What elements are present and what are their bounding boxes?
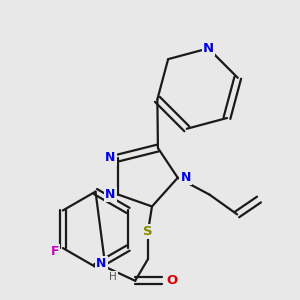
- Text: N: N: [181, 171, 191, 184]
- Text: F: F: [51, 244, 59, 258]
- Text: N: N: [105, 188, 116, 201]
- Text: N: N: [203, 42, 214, 55]
- Text: N: N: [96, 257, 106, 270]
- Text: H: H: [110, 272, 117, 282]
- Text: O: O: [166, 274, 177, 287]
- Text: S: S: [143, 225, 153, 238]
- Text: N: N: [105, 152, 116, 164]
